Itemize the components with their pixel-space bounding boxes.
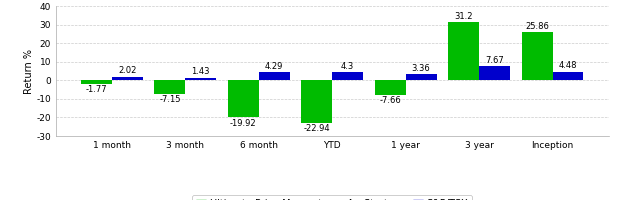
Text: 25.86: 25.86 [525,22,549,31]
Legend: Ultimate Price Momentum v4+ Strategy, S&P/TSX: Ultimate Price Momentum v4+ Strategy, S&… [192,195,473,200]
Text: -22.94: -22.94 [304,124,330,133]
Bar [155,80,185,94]
Bar [522,32,553,80]
Text: 4.3: 4.3 [341,62,355,71]
Bar [332,72,363,80]
Bar [301,80,332,123]
Bar [112,77,143,80]
Text: 31.2: 31.2 [455,12,473,21]
Text: 4.48: 4.48 [559,61,578,70]
Text: -19.92: -19.92 [230,119,256,128]
Bar [553,72,584,80]
Text: -1.77: -1.77 [86,85,107,94]
Bar [479,66,510,80]
Bar [81,80,112,84]
Y-axis label: Return %: Return % [24,48,34,94]
Bar [375,80,406,95]
Bar [228,80,259,117]
Bar [259,72,289,80]
Bar [448,22,479,80]
Bar [406,74,437,80]
Text: -7.66: -7.66 [379,96,401,105]
Text: 2.02: 2.02 [118,66,137,75]
Text: 7.67: 7.67 [485,56,504,65]
Text: 4.29: 4.29 [265,62,283,71]
Bar [185,78,216,80]
Text: 3.36: 3.36 [412,64,430,73]
Text: -7.15: -7.15 [159,95,181,104]
Text: 1.43: 1.43 [191,67,210,76]
